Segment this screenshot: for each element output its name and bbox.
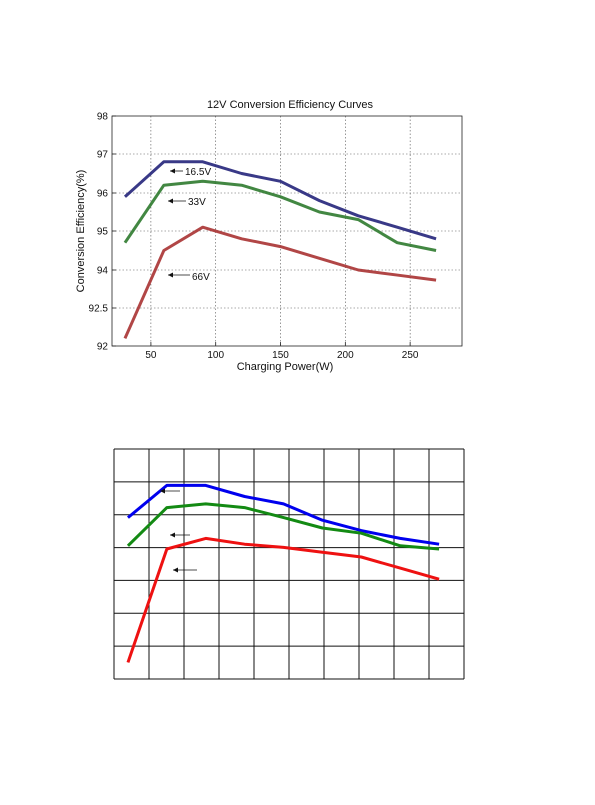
annotation-arrowhead [168,272,173,278]
annotation-arrowhead [170,168,175,174]
x-tick-label: 150 [272,350,289,361]
x-tick-label: 250 [402,350,419,361]
annotation-label: 66V [192,272,210,283]
y-tick-label: 95 [97,227,109,238]
y-tick-label: 98 [97,112,109,123]
grid2-series-line [126,502,440,551]
y-tick-label: 92 [97,342,109,353]
y-tick-label: 97 [97,150,109,161]
series-line-33v [123,179,437,252]
series-line-16-5v [123,160,437,241]
annotation-arrowhead [168,198,173,204]
annotation-label: 33V [188,197,206,208]
chart-title: 12V Conversion Efficiency Curves [207,99,374,111]
grid2-series-line [126,536,440,663]
x-tick-label: 50 [145,350,157,361]
grid2-series-line [127,483,440,546]
grid2-annotation-arrowhead [173,567,178,573]
y-tick-label: 92.5 [89,304,109,315]
annotation-label: 16.5V [185,167,211,178]
x-tick-label: 200 [337,350,354,361]
y-axis-label: Conversion Efficiency(%) [75,170,87,293]
y-tick-label: 96 [97,189,109,200]
x-axis-label: Charging Power(W) [237,361,334,373]
series-line-66v [123,225,437,340]
y-tick-label: 94 [97,266,109,277]
x-tick-label: 100 [207,350,224,361]
grid2-annotation-arrowhead [170,532,175,538]
grid2-annotation-arrowhead [160,488,165,494]
